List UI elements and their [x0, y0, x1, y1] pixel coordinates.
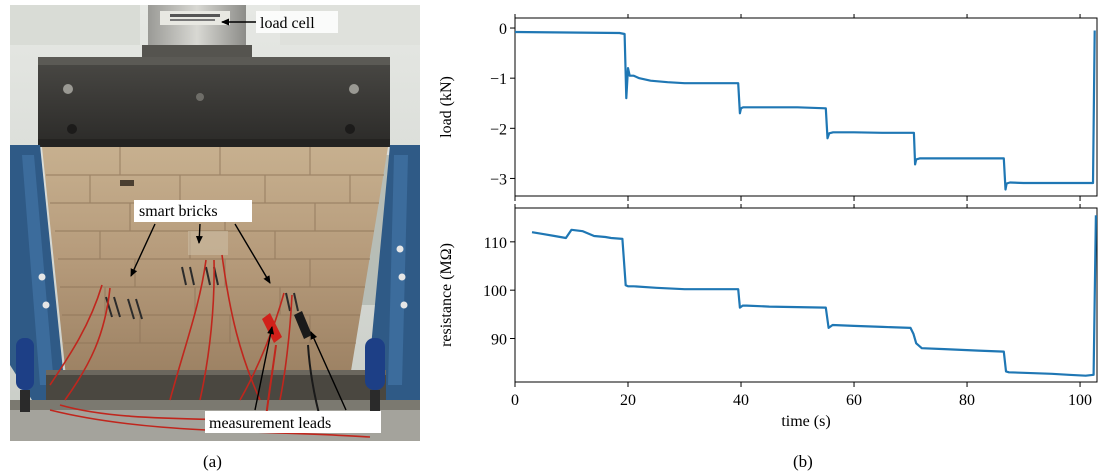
resistance-xtick-label-0: 0 [511, 392, 519, 409]
measurement-leads-arrow-2 [310, 331, 347, 411]
load-axes-frame [514, 17, 1098, 197]
resistance-series-line [531, 215, 1097, 377]
load-ytick-label-1: −1 [490, 71, 507, 88]
smart-bricks-arrow-1 [130, 223, 156, 277]
smart-brick-electrodes [105, 266, 299, 320]
resistance-ytick-label-2: 110 [484, 235, 507, 252]
panel-label-a: (a) [203, 452, 222, 471]
blue-frame [10, 145, 420, 400]
smart-bricks-label: smart bricks [139, 203, 218, 220]
red-wires [49, 254, 371, 438]
measurement-leads-arrow-1 [254, 326, 275, 411]
load-ytick-label-3: −3 [490, 171, 507, 188]
resistance-xtick-label-3: 60 [846, 392, 862, 409]
resistance-xtick-label-4: 80 [959, 392, 975, 409]
load-series-line [514, 30, 1096, 191]
resistance-ytick-label-0: 90 [491, 332, 507, 349]
load-ytick-label-2: −2 [490, 121, 507, 138]
load-cell-label: load cell [260, 15, 315, 32]
smart-bricks-label-box [134, 200, 252, 222]
callout-measurement-leads: measurement leads [205, 326, 381, 433]
measurement-leads-label: measurement leads [209, 415, 331, 432]
resistance-plot: 90 100 110 0 20 40 60 80 100 resistance (MΩ) time … [438, 204, 1098, 430]
callout-smart-bricks: smart bricks [130, 200, 271, 284]
resistance-ytick-label-1: 100 [483, 283, 507, 300]
smart-bricks-arrow-3 [234, 223, 271, 284]
smart-bricks-arrow-2 [195, 223, 203, 244]
load-cell [142, 5, 252, 59]
load-ylabel: load (kN) [438, 76, 455, 138]
measurement-leads-label-box [205, 411, 381, 433]
panel-label-b: (b) [793, 452, 813, 471]
resistance-xtick-label-2: 40 [733, 392, 749, 409]
resistance-axes-frame [514, 207, 1098, 383]
resistance-ylabel: resistance (MΩ) [438, 243, 455, 347]
top-steel-beam [38, 57, 390, 147]
resistance-xtick-label-5: 100 [1068, 392, 1092, 409]
resistance-xtick-label-1: 20 [620, 392, 636, 409]
load-ytick-label-0: 0 [499, 21, 507, 38]
clamp-handles [16, 338, 385, 412]
resistance-xlabel: time (s) [781, 413, 830, 430]
callout-load-cell: load cell [221, 11, 338, 33]
load-plot: 0 −1 −2 −3 load (kN) [438, 14, 1098, 201]
